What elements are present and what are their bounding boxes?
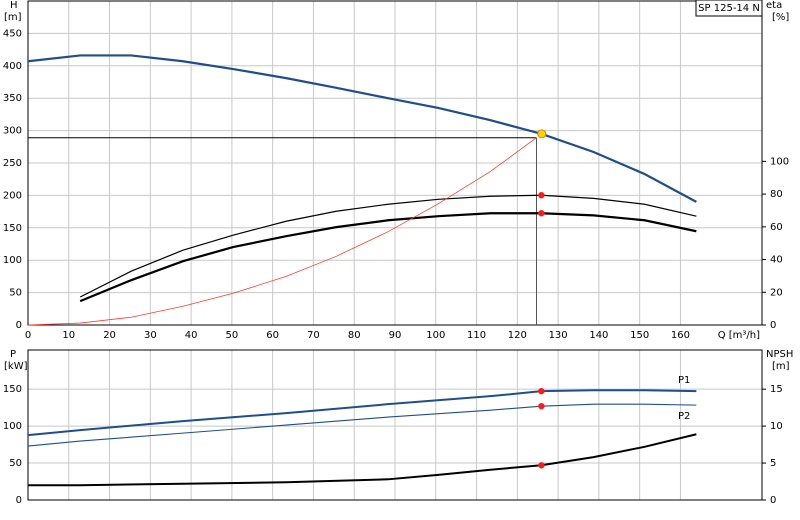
x-tick-label: 100 bbox=[426, 330, 445, 341]
x-tick-label: 160 bbox=[671, 330, 690, 341]
label-box bbox=[695, 0, 763, 17]
x-tick-label: 70 bbox=[307, 330, 320, 341]
x-tick-label: 110 bbox=[467, 330, 486, 341]
y-axis-label: H bbox=[10, 0, 18, 11]
operating-point bbox=[538, 462, 545, 469]
x-tick-label: 120 bbox=[508, 330, 527, 341]
y-tick-label: 0 bbox=[16, 320, 22, 331]
x-tick-label: 90 bbox=[389, 330, 402, 341]
operating-point bbox=[538, 402, 545, 410]
x-tick-label: 130 bbox=[549, 330, 568, 341]
y2-axis-unit: [%] bbox=[772, 12, 789, 23]
series-label: P2 bbox=[678, 411, 690, 422]
y2-axis-label: eta bbox=[766, 0, 782, 11]
y-axis-unit: [m] bbox=[4, 12, 22, 23]
curve bbox=[79, 194, 697, 298]
operating-point bbox=[537, 129, 547, 139]
y2-tick-label: 100 bbox=[770, 156, 789, 167]
curve bbox=[27, 389, 697, 437]
y2-tick-label: 10 bbox=[770, 421, 783, 432]
x-tick-label: 20 bbox=[103, 330, 116, 341]
x-tick-label: 80 bbox=[348, 330, 361, 341]
y-tick-label: 50 bbox=[9, 458, 22, 469]
y-tick-label: 150 bbox=[3, 384, 22, 395]
y-tick-label: 50 bbox=[9, 288, 22, 299]
series-label: P1 bbox=[678, 375, 690, 386]
plot-frame bbox=[27, 0, 763, 326]
y2-tick-label: 15 bbox=[770, 384, 783, 395]
x-tick-label: 30 bbox=[144, 330, 157, 341]
y-tick-label: 100 bbox=[3, 421, 22, 432]
x-tick-label: 150 bbox=[630, 330, 649, 341]
operating-point bbox=[538, 387, 545, 395]
curve bbox=[27, 137, 537, 326]
x-tick-label: 40 bbox=[185, 330, 198, 341]
y2-tick-label: 5 bbox=[770, 458, 776, 469]
y2-tick-label: 0 bbox=[770, 495, 776, 506]
y-tick-label: 150 bbox=[3, 223, 22, 234]
y-tick-label: 400 bbox=[3, 61, 22, 72]
y2-axis-label: NPSH bbox=[766, 349, 793, 360]
y2-tick-label: 40 bbox=[770, 255, 783, 266]
y-tick-label: 250 bbox=[3, 158, 22, 169]
y-tick-label: 200 bbox=[3, 190, 22, 201]
y-axis-label: P bbox=[10, 349, 16, 360]
curve bbox=[27, 403, 697, 447]
y2-tick-label: 0 bbox=[770, 320, 776, 331]
y2-axis-unit: [m] bbox=[772, 361, 790, 372]
x-axis-label: Q [m³/h] bbox=[718, 330, 760, 341]
y-tick-label: 0 bbox=[16, 495, 22, 506]
curve bbox=[27, 54, 697, 203]
x-tick-label: 10 bbox=[62, 330, 75, 341]
x-tick-label: 50 bbox=[226, 330, 239, 341]
y-tick-label: 350 bbox=[3, 93, 22, 104]
plot-frame bbox=[27, 349, 763, 501]
y-tick-label: 300 bbox=[3, 126, 22, 137]
y2-tick-label: 80 bbox=[770, 189, 783, 200]
x-tick-label: 0 bbox=[25, 330, 31, 341]
operating-point bbox=[538, 192, 545, 199]
x-tick-label: 60 bbox=[266, 330, 279, 341]
curve bbox=[79, 212, 697, 303]
y-tick-label: 450 bbox=[3, 28, 22, 39]
y-tick-label: 100 bbox=[3, 255, 22, 266]
curve bbox=[28, 433, 697, 487]
y2-tick-label: 60 bbox=[770, 222, 783, 233]
y2-tick-label: 20 bbox=[770, 287, 783, 298]
label-box-text: SP 125-14 N bbox=[698, 3, 760, 14]
x-tick-label: 140 bbox=[589, 330, 608, 341]
y-axis-unit: [kW] bbox=[4, 361, 28, 372]
operating-point bbox=[538, 210, 545, 217]
